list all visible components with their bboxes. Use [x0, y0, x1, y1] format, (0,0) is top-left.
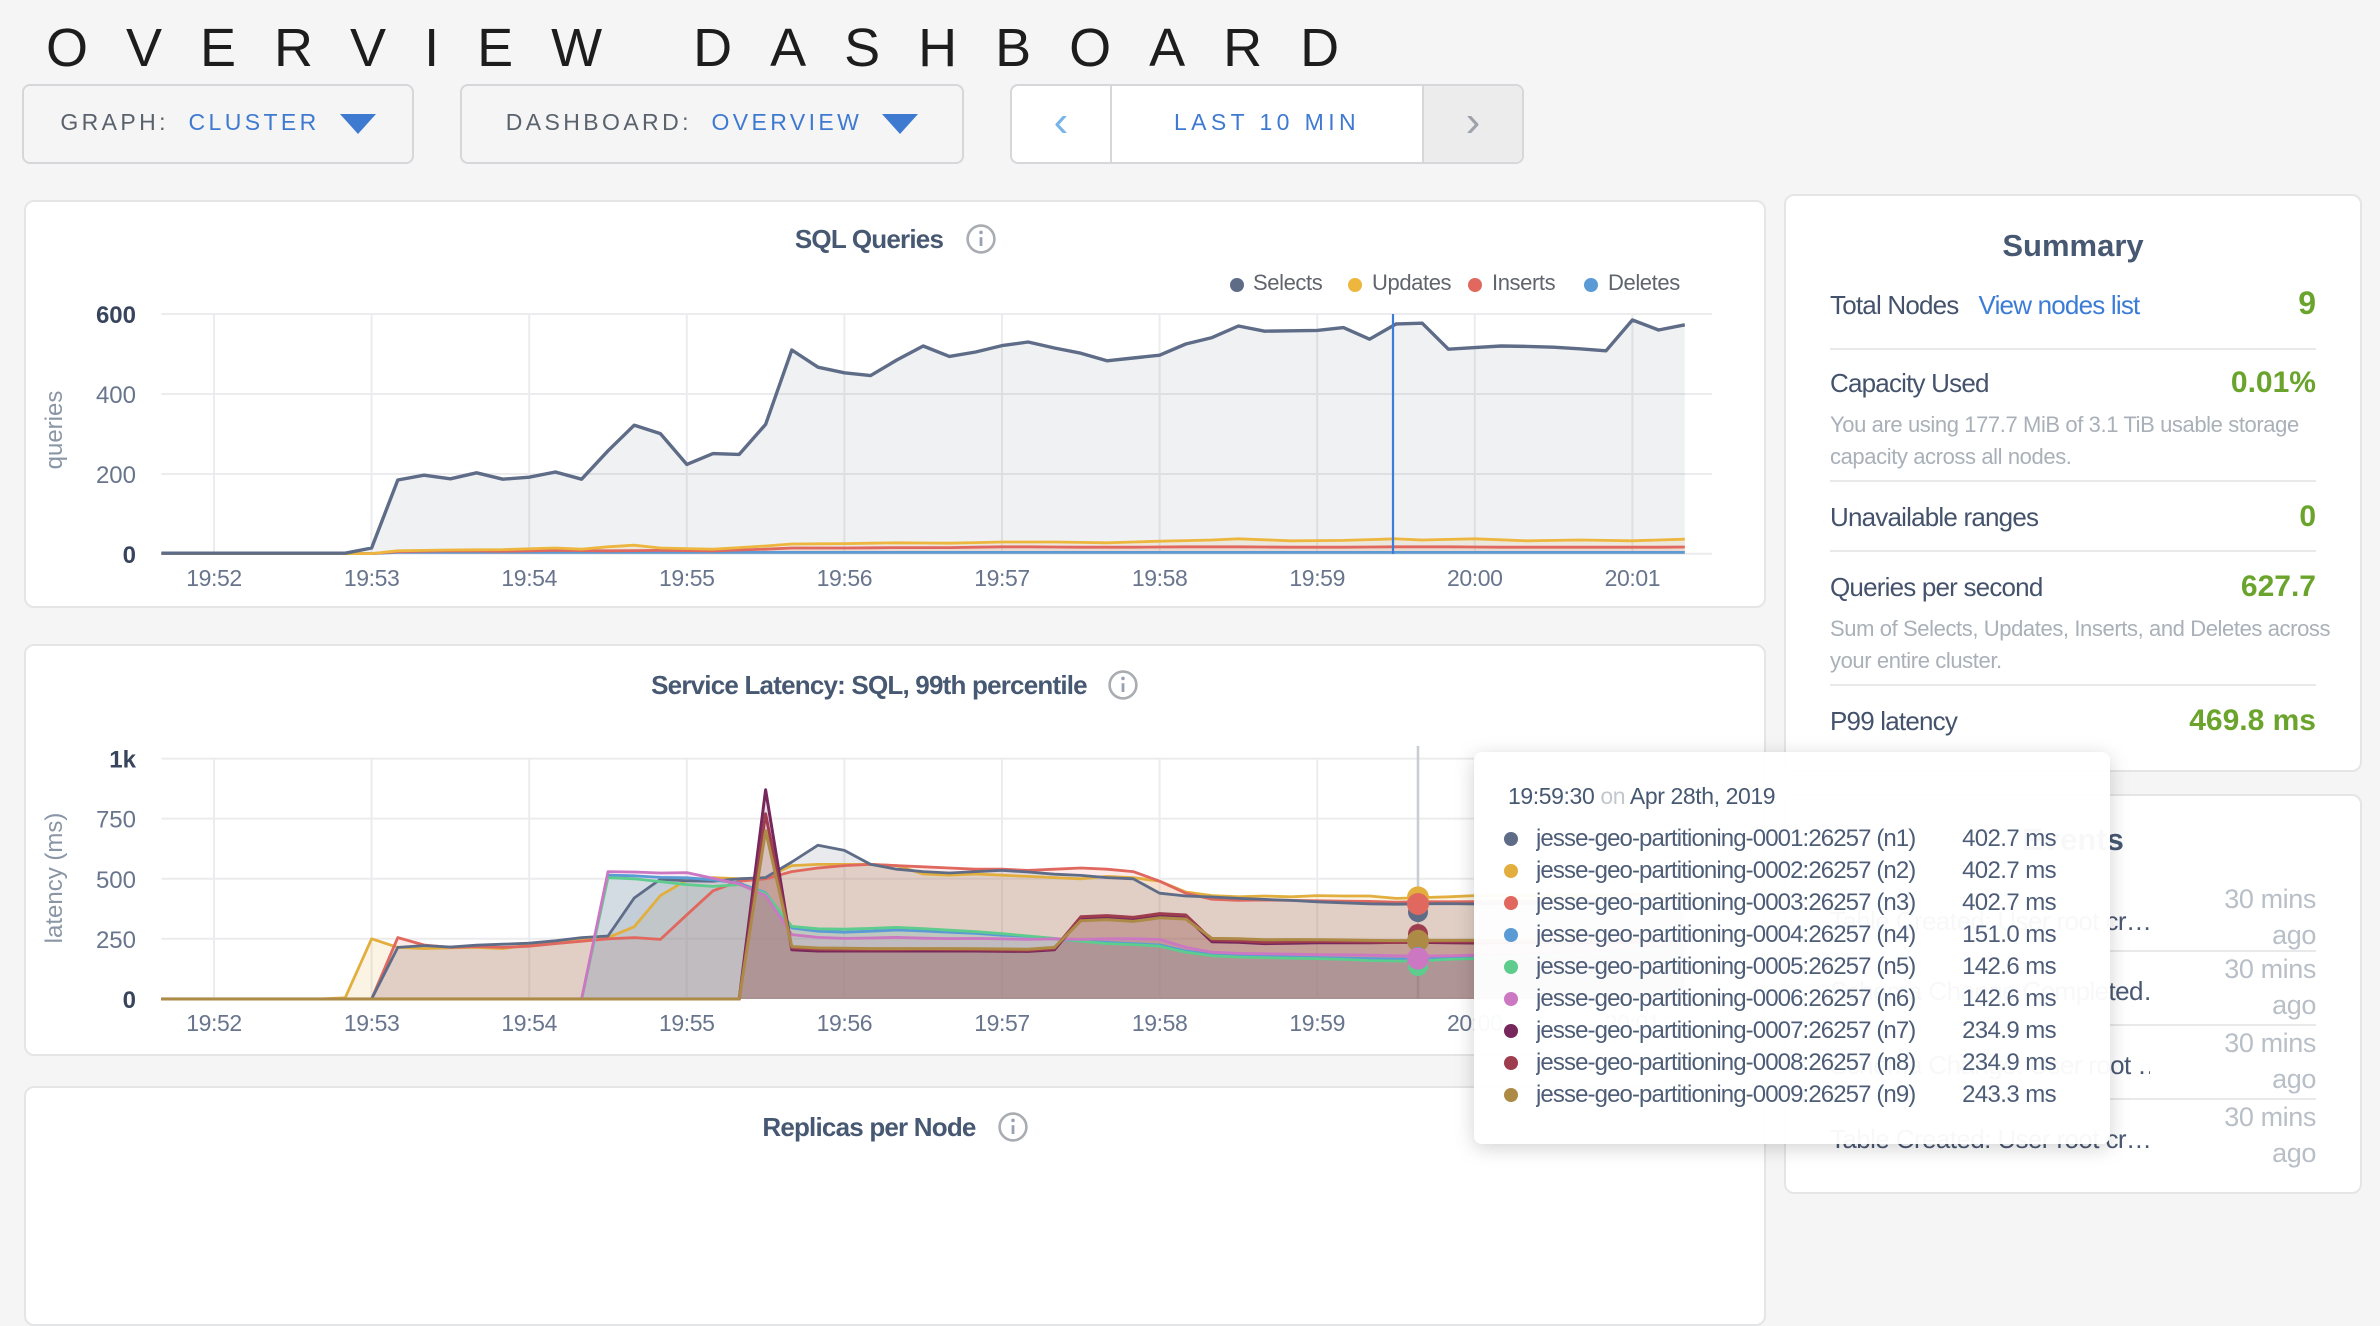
svg-text:600: 600 — [96, 302, 136, 329]
svg-text:19:58: 19:58 — [1132, 1010, 1188, 1036]
svg-text:19:52: 19:52 — [186, 1010, 242, 1036]
svg-text:19:54: 19:54 — [501, 1010, 557, 1036]
svg-text:0: 0 — [123, 542, 136, 569]
svg-text:0: 0 — [123, 987, 136, 1014]
svg-text:19:57: 19:57 — [974, 1010, 1030, 1036]
svg-text:19:59: 19:59 — [1289, 565, 1345, 591]
svg-text:19:59: 19:59 — [1289, 1010, 1345, 1036]
svg-text:19:57: 19:57 — [974, 565, 1030, 591]
svg-text:latency (ms): latency (ms) — [41, 813, 68, 944]
svg-text:20:01: 20:01 — [1605, 565, 1661, 591]
svg-text:750: 750 — [96, 807, 136, 834]
svg-text:19:58: 19:58 — [1132, 565, 1188, 591]
svg-text:200: 200 — [96, 462, 136, 489]
svg-text:19:56: 19:56 — [817, 1010, 873, 1036]
svg-text:19:54: 19:54 — [501, 565, 557, 591]
svg-text:19:55: 19:55 — [659, 1010, 715, 1036]
svg-text:500: 500 — [96, 867, 136, 894]
svg-text:queries: queries — [41, 391, 68, 470]
svg-text:19:53: 19:53 — [344, 1010, 400, 1036]
svg-text:19:55: 19:55 — [659, 565, 715, 591]
svg-text:400: 400 — [96, 382, 136, 409]
svg-text:19:52: 19:52 — [186, 565, 242, 591]
svg-text:20:00: 20:00 — [1447, 565, 1503, 591]
svg-text:19:53: 19:53 — [344, 565, 400, 591]
svg-text:19:56: 19:56 — [817, 565, 873, 591]
svg-text:1k: 1k — [109, 747, 136, 774]
svg-text:250: 250 — [96, 927, 136, 954]
